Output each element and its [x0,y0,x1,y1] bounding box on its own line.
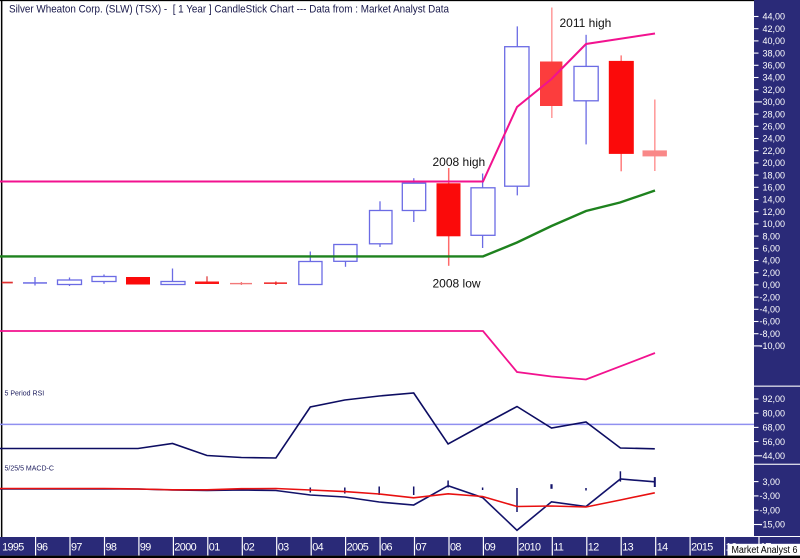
svg-text:30,00: 30,00 [763,97,786,107]
svg-text:09: 09 [484,542,495,554]
svg-text:14,00: 14,00 [763,195,786,205]
svg-text:24,00: 24,00 [763,134,786,144]
svg-text:Silver Wheaton Corp. (SLW) (TS: Silver Wheaton Corp. (SLW) (TSX) - [ 1 Y… [9,4,449,16]
svg-text:16,00: 16,00 [763,183,786,193]
svg-text:28,00: 28,00 [763,109,786,119]
svg-text:06: 06 [381,542,392,554]
svg-text:-4,00: -4,00 [760,305,781,315]
svg-text:32,00: 32,00 [763,85,786,95]
svg-text:-15,00: -15,00 [760,520,786,530]
svg-text:5 Period RSI: 5 Period RSI [5,391,45,398]
svg-text:2,00: 2,00 [763,268,781,278]
svg-text:01: 01 [209,542,220,554]
svg-text:11: 11 [553,542,564,554]
svg-text:Market Analyst 6: Market Analyst 6 [732,545,798,556]
svg-text:12,00: 12,00 [763,207,786,217]
svg-text:98: 98 [106,542,117,554]
svg-text:44,00: 44,00 [763,12,786,22]
svg-text:92,00: 92,00 [763,394,786,404]
svg-text:-6,00: -6,00 [760,317,781,327]
svg-text:2005: 2005 [347,542,369,554]
svg-text:-8,00: -8,00 [760,329,781,339]
svg-text:20,00: 20,00 [763,158,786,168]
svg-text:2008 high: 2008 high [433,155,486,169]
svg-text:07: 07 [416,542,427,554]
svg-text:-2,00: -2,00 [760,292,781,302]
svg-text:03: 03 [278,542,289,554]
svg-text:12: 12 [588,542,599,554]
svg-text:36,00: 36,00 [763,61,786,71]
svg-text:3,00: 3,00 [763,477,781,487]
svg-text:13: 13 [622,542,633,554]
svg-text:40,00: 40,00 [763,36,786,46]
svg-text:08: 08 [450,542,461,554]
svg-text:5/25/5 MACD-C: 5/25/5 MACD-C [5,466,54,473]
svg-text:34,00: 34,00 [763,73,786,83]
svg-text:10,00: 10,00 [763,219,786,229]
svg-text:18,00: 18,00 [763,170,786,180]
svg-text:96: 96 [37,542,48,554]
svg-text:2008 low: 2008 low [433,277,481,291]
svg-text:6,00: 6,00 [763,244,781,254]
svg-text:14: 14 [657,542,668,554]
svg-text:-10,00: -10,00 [760,341,786,351]
svg-text:42,00: 42,00 [763,24,786,34]
svg-text:4,00: 4,00 [763,256,781,266]
svg-text:1995: 1995 [2,542,24,554]
svg-text:68,00: 68,00 [763,423,786,433]
svg-text:22,00: 22,00 [763,146,786,156]
svg-text:80,00: 80,00 [763,408,786,418]
svg-text:02: 02 [243,542,254,554]
svg-text:2015: 2015 [691,542,713,554]
svg-text:8,00: 8,00 [763,231,781,241]
svg-text:99: 99 [140,542,151,554]
svg-text:2010: 2010 [519,542,541,554]
svg-text:44,00: 44,00 [763,451,786,461]
svg-text:2000: 2000 [174,542,196,554]
svg-text:56,00: 56,00 [763,437,786,447]
svg-text:38,00: 38,00 [763,48,786,58]
svg-text:97: 97 [71,542,82,554]
svg-text:2011 high: 2011 high [560,16,612,30]
svg-text:0,00: 0,00 [763,280,781,290]
svg-text:04: 04 [312,542,323,554]
svg-text:26,00: 26,00 [763,122,786,132]
svg-text:-9,00: -9,00 [760,505,781,515]
svg-text:-3,00: -3,00 [760,491,781,501]
